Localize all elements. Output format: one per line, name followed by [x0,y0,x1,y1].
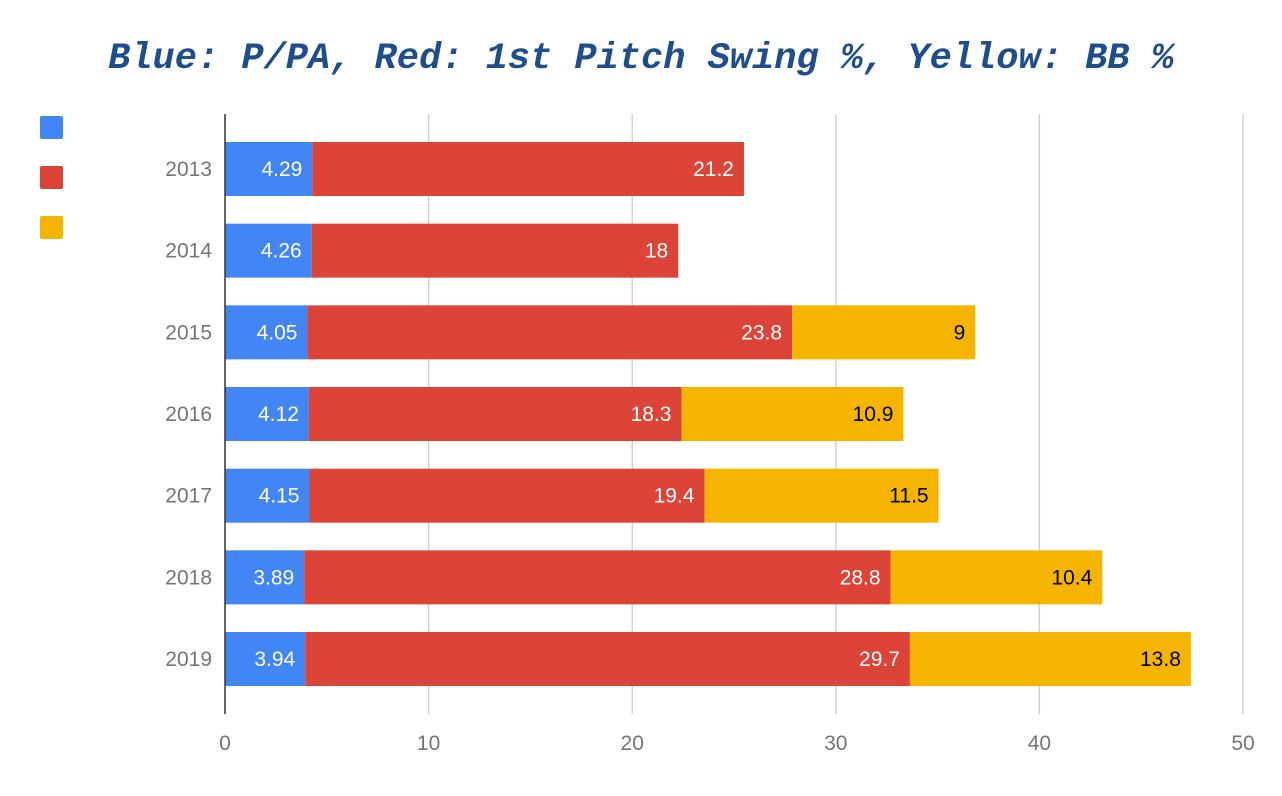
y-tick-label: 2014 [165,240,212,263]
data-labels: 4.29 21.2 4.26 18 4.05 23.8 9 4.12 18.3 10.9 4.15 1… [253,158,1181,671]
y-tick-label: 2013 [165,158,212,181]
y-tick-label: 2017 [165,485,212,508]
legend-swatch-series-3 [40,216,63,239]
bar-segment-series-3 [792,305,976,360]
y-tick-label: 2018 [165,566,212,589]
bar-value-label: 11.5 [889,485,928,508]
bar-value-label: 10.4 [1051,566,1092,589]
x-tick-label: 50 [1231,732,1254,755]
bar-value-label: 18 [645,240,668,263]
y-tick-label: 2015 [165,321,212,344]
bar-value-label: 4.26 [261,240,302,263]
bar-value-label: 21.2 [693,158,734,181]
bar-value-label: 3.94 [254,648,295,671]
bar-segment-series-3 [704,468,939,523]
legend-swatch-series-1 [40,116,63,139]
y-tick-label: 2016 [165,403,212,426]
bar-value-label: 10.9 [853,403,894,426]
bar-value-label: 23.8 [741,321,782,344]
bar-value-label: 4.05 [257,321,298,344]
bar-segment-series-1 [225,387,309,442]
bar-value-label: 4.15 [259,485,300,508]
bar-segment-series-1 [225,468,310,523]
x-tick-label: 20 [621,732,644,755]
legend [40,116,63,239]
axes: 0 10 20 30 40 50 2013 2014 2015 2016 2017 2018 2019 [165,114,1255,755]
legend-swatch-series-2 [40,166,63,189]
bar-segment-series-1 [225,632,306,687]
bar-segment-series-2 [305,632,910,687]
bar-segment-series-3 [681,387,904,442]
bar-value-label: 9 [954,321,966,344]
bar-segment-series-2 [311,223,679,278]
bar-segment-series-2 [312,142,744,196]
bar-segment-series-2 [307,305,793,360]
bar-value-label: 28.8 [840,566,881,589]
bar-segment-series-2 [304,550,891,605]
x-tick-label: 40 [1028,732,1051,755]
y-tick-label: 2019 [165,648,212,671]
bar-value-label: 3.89 [253,566,294,589]
bar-segment-series-2 [308,387,682,442]
bar-value-label: 19.4 [654,485,695,508]
bar-value-label: 13.8 [1140,648,1181,671]
bar-segment-series-3 [890,550,1103,605]
bar-segment-series-1 [225,550,305,605]
bar-value-label: 18.3 [631,403,672,426]
chart-title: Blue: P/PA, Red: 1st Pitch Swing %, Yell… [108,38,1174,80]
bar-value-label: 4.29 [261,158,302,181]
bar-value-label: 29.7 [859,648,900,671]
bar-segment-series-2 [309,468,705,523]
bar-value-label: 4.12 [258,403,299,426]
bar-segment-series-1 [225,142,313,196]
x-tick-label: 30 [824,732,847,755]
bar-segment-series-1 [225,305,308,360]
bars [225,142,1191,687]
x-tick-label: 10 [417,732,440,755]
bar-segment-series-3 [909,632,1191,687]
x-tick-label: 0 [219,732,231,755]
bar-segment-series-1 [225,223,312,278]
